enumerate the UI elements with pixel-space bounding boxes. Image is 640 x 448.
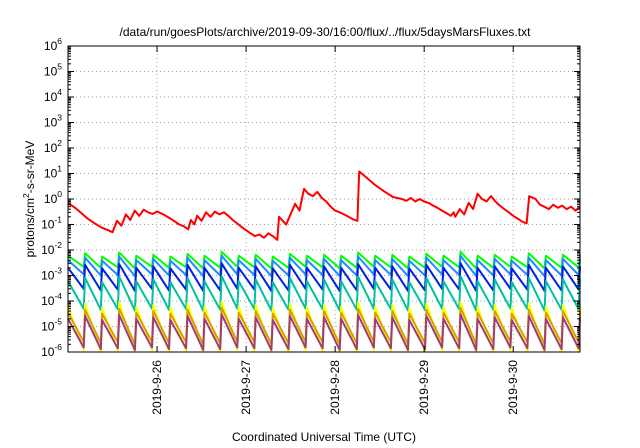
y-tick-exponent: -2 bbox=[54, 240, 62, 250]
y-axis: 10-610-510-410-310-210-11001011021031041… bbox=[41, 36, 580, 359]
y-tick-label: 106 bbox=[44, 36, 62, 53]
y-tick-base: 10 bbox=[44, 167, 58, 181]
y-tick-exponent: -5 bbox=[54, 317, 62, 327]
series-line-3 bbox=[67, 254, 581, 278]
y-tick-exponent: -3 bbox=[54, 266, 62, 276]
y-tick-base: 10 bbox=[41, 294, 55, 308]
y-tick-exponent: -6 bbox=[54, 342, 62, 352]
y-tick-base: 10 bbox=[44, 141, 58, 155]
y-tick-label: 103 bbox=[44, 113, 62, 130]
y-tick-base: 10 bbox=[44, 90, 58, 104]
y-tick-label: 10-1 bbox=[41, 215, 62, 232]
y-tick-label: 10-5 bbox=[41, 317, 62, 334]
y-tick-exponent: 1 bbox=[57, 164, 62, 174]
x-axis-label: Coordinated Universal Time (UTC) bbox=[232, 430, 416, 444]
y-tick-exponent: 2 bbox=[57, 138, 62, 148]
x-tick-label: 2019-9-26 bbox=[150, 360, 164, 415]
y-tick-label: 100 bbox=[44, 189, 62, 206]
y-axis-label: protons/cm2-s-sr-MeV bbox=[21, 141, 37, 258]
series-line-5 bbox=[67, 275, 581, 312]
x-axis: 2019-9-26 2019-9-27 2019-9-28 2019-9-29 2019… bbox=[150, 46, 520, 415]
y-tick-label: 104 bbox=[44, 87, 62, 104]
x-tick-label: 2019-9-28 bbox=[328, 360, 342, 415]
series-line-7 bbox=[67, 306, 581, 346]
y-tick-base: 10 bbox=[41, 269, 55, 283]
y-tick-label: 10-3 bbox=[41, 266, 62, 283]
series-line-1 bbox=[67, 170, 581, 241]
series-layer bbox=[67, 170, 581, 353]
y-tick-base: 10 bbox=[44, 65, 58, 79]
y-tick-base: 10 bbox=[41, 345, 55, 359]
y-tick-base: 10 bbox=[44, 39, 58, 53]
series-line-8 bbox=[67, 313, 581, 351]
y-tick-base: 10 bbox=[41, 320, 55, 334]
y-tick-exponent: -4 bbox=[54, 291, 62, 301]
series-line-6 bbox=[67, 300, 581, 353]
y-tick-exponent: 6 bbox=[57, 36, 62, 46]
x-tick-label: 2019-9-27 bbox=[239, 360, 253, 415]
y-tick-label: 101 bbox=[44, 164, 62, 181]
y-tick-label: 10-4 bbox=[41, 291, 62, 308]
y-axis-label-part-3: -s-sr-MeV bbox=[23, 141, 37, 194]
y-tick-base: 10 bbox=[41, 243, 55, 257]
y-tick-label: 10-2 bbox=[41, 240, 62, 257]
y-tick-label: 102 bbox=[44, 138, 62, 155]
y-tick-base: 10 bbox=[44, 192, 58, 206]
y-axis-label-superscript: 2 bbox=[21, 193, 31, 198]
y-tick-exponent: 0 bbox=[57, 189, 62, 199]
x-tick-label: 2019-9-29 bbox=[417, 360, 431, 415]
series-line-2 bbox=[67, 250, 581, 270]
x-tick-label: 2019-9-30 bbox=[506, 360, 520, 415]
y-axis-label-part-1: protons/cm bbox=[23, 198, 37, 257]
y-tick-exponent: -1 bbox=[54, 215, 62, 225]
chart-title: /data/run/goesPlots/archive/2019-09-30/1… bbox=[120, 25, 532, 39]
y-tick-label: 105 bbox=[44, 62, 62, 79]
y-tick-label: 10-6 bbox=[41, 342, 62, 359]
series-line-4 bbox=[67, 262, 581, 292]
y-tick-exponent: 3 bbox=[57, 113, 62, 123]
y-tick-exponent: 5 bbox=[57, 62, 62, 72]
y-tick-exponent: 4 bbox=[57, 87, 62, 97]
y-tick-base: 10 bbox=[41, 218, 55, 232]
y-tick-base: 10 bbox=[44, 116, 58, 130]
